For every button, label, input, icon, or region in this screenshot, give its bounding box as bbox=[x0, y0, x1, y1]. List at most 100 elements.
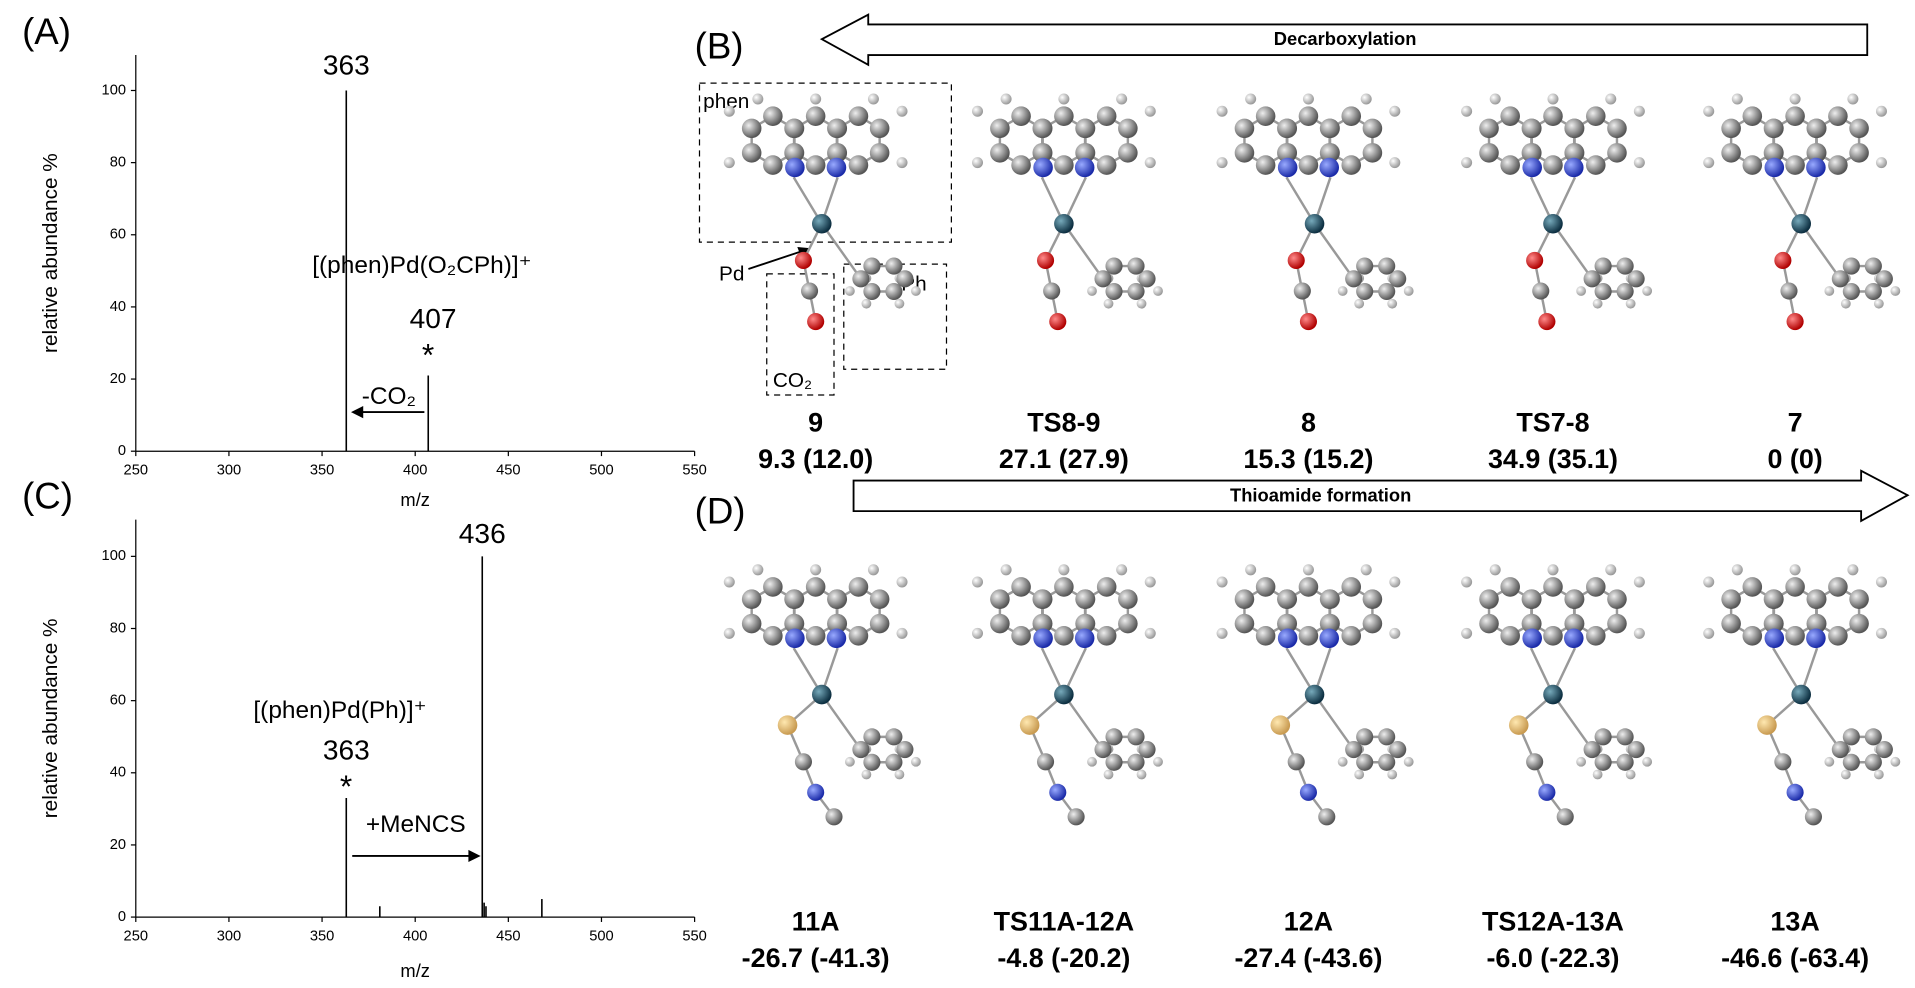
atom bbox=[1532, 282, 1550, 300]
atom bbox=[1479, 589, 1499, 609]
relative-energy: -6.0 (-22.3) bbox=[1486, 943, 1619, 973]
atom bbox=[863, 257, 881, 275]
atom bbox=[723, 157, 735, 169]
atom bbox=[1875, 270, 1893, 288]
atom bbox=[1075, 613, 1096, 634]
atom bbox=[1287, 251, 1305, 270]
annotation: * bbox=[422, 336, 434, 372]
atom bbox=[1721, 143, 1741, 163]
atom bbox=[763, 626, 783, 646]
atom bbox=[1033, 157, 1053, 178]
atom bbox=[1461, 157, 1473, 169]
structure-name: 9 bbox=[808, 407, 823, 437]
atom bbox=[1461, 627, 1473, 639]
bond bbox=[820, 223, 862, 280]
atom bbox=[1403, 286, 1414, 296]
atom bbox=[1785, 626, 1805, 646]
atom bbox=[1216, 576, 1228, 588]
atom bbox=[784, 589, 805, 609]
atom bbox=[990, 589, 1010, 609]
ph-box bbox=[843, 263, 948, 370]
atom bbox=[1216, 627, 1228, 639]
atom bbox=[1105, 728, 1123, 746]
atom bbox=[1489, 93, 1501, 105]
y-tick-label: 100 bbox=[102, 548, 126, 564]
arrowhead bbox=[468, 849, 481, 863]
relative-energy: 0 (0) bbox=[1767, 444, 1822, 474]
panel-label: (B) bbox=[695, 26, 744, 67]
atom bbox=[1075, 143, 1096, 163]
atom bbox=[1526, 251, 1544, 270]
atom bbox=[1543, 213, 1563, 234]
atom bbox=[1828, 106, 1848, 126]
atom bbox=[1096, 106, 1117, 126]
atom bbox=[1387, 298, 1398, 309]
atom bbox=[1387, 769, 1398, 780]
atom bbox=[1564, 143, 1585, 163]
atom bbox=[1806, 589, 1827, 609]
atom bbox=[1849, 613, 1869, 634]
atom bbox=[1341, 626, 1362, 646]
atom bbox=[1354, 769, 1365, 780]
x-tick-label: 300 bbox=[217, 463, 241, 479]
molecules bbox=[723, 93, 1901, 826]
atom bbox=[1721, 589, 1741, 609]
structure-name: 7 bbox=[1788, 407, 1803, 437]
atom bbox=[861, 769, 872, 780]
atom bbox=[752, 564, 764, 576]
atom bbox=[1389, 741, 1407, 759]
atom bbox=[1594, 753, 1612, 771]
atom bbox=[1847, 93, 1859, 105]
atom bbox=[1389, 105, 1401, 117]
atom bbox=[1774, 753, 1792, 771]
atom bbox=[863, 753, 881, 771]
structure-name: 13A bbox=[1770, 906, 1819, 936]
atom bbox=[1298, 155, 1319, 175]
atom bbox=[1864, 282, 1882, 301]
x-tick-label: 350 bbox=[310, 463, 334, 479]
atom bbox=[826, 628, 847, 649]
atom bbox=[1043, 282, 1061, 300]
atom bbox=[848, 155, 869, 175]
y-axis-label: relative abundance % bbox=[39, 153, 62, 353]
atom bbox=[1522, 628, 1542, 649]
atom bbox=[896, 741, 914, 759]
thioamide-arrow bbox=[852, 469, 1910, 523]
atom bbox=[784, 118, 805, 139]
atom bbox=[800, 282, 819, 300]
atom bbox=[1522, 613, 1542, 634]
atom bbox=[794, 753, 812, 771]
atom bbox=[805, 577, 826, 597]
atom bbox=[1153, 756, 1163, 767]
atom bbox=[1703, 627, 1715, 639]
decarboxylation-arrow bbox=[819, 13, 1869, 67]
atom bbox=[1625, 298, 1636, 309]
atom bbox=[807, 313, 825, 331]
x-tick-label: 500 bbox=[589, 929, 613, 945]
atom bbox=[1842, 753, 1860, 771]
atom bbox=[1786, 313, 1804, 331]
atom bbox=[785, 157, 805, 178]
atom bbox=[1255, 577, 1276, 597]
atom bbox=[1764, 589, 1784, 609]
atom bbox=[1293, 282, 1311, 300]
atom bbox=[1138, 741, 1156, 759]
atom bbox=[1864, 753, 1882, 771]
atom bbox=[1789, 93, 1801, 105]
atom bbox=[1764, 613, 1784, 634]
atom bbox=[1360, 93, 1372, 105]
atom bbox=[1138, 270, 1156, 288]
atom bbox=[1032, 589, 1053, 609]
atom bbox=[1234, 589, 1255, 609]
atom bbox=[863, 282, 881, 301]
atom bbox=[1780, 282, 1798, 300]
atom bbox=[1341, 106, 1362, 126]
atom bbox=[1033, 628, 1053, 649]
y-tick-label: 40 bbox=[110, 299, 126, 315]
annotation: [(phen)Pd(O₂CPh)]⁺ bbox=[312, 252, 531, 279]
peak-label: 407 bbox=[410, 303, 457, 334]
x-tick-label: 450 bbox=[496, 929, 520, 945]
x-tick-label: 550 bbox=[682, 463, 706, 479]
atom bbox=[1362, 613, 1383, 634]
atom bbox=[1058, 93, 1070, 105]
